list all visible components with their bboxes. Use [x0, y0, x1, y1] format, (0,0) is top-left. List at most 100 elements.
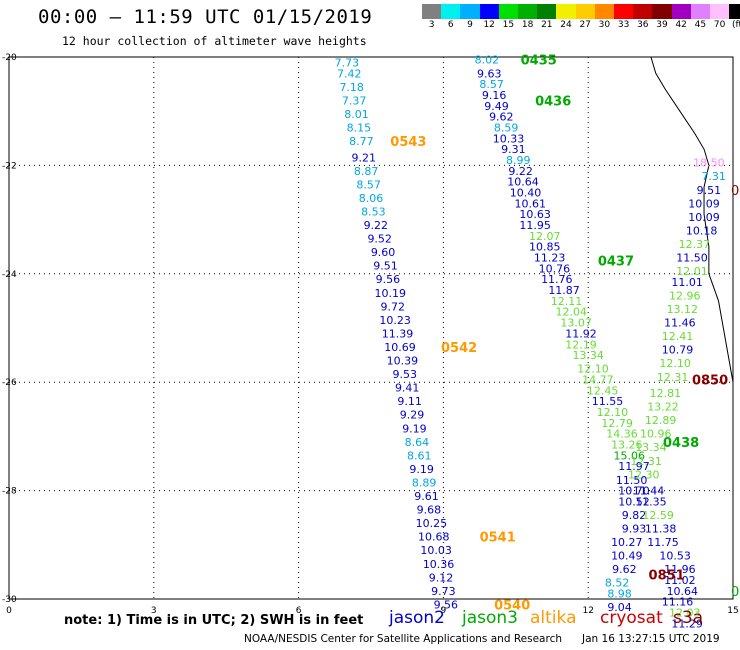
swh-value: 8.06	[359, 192, 384, 205]
pass-time-label: 0542	[441, 341, 477, 356]
swh-value: 10.40	[510, 187, 542, 200]
legend-swatch-label: 9	[467, 20, 473, 30]
swh-value: 7.18	[339, 81, 364, 94]
legend-s3a: s3a	[673, 608, 704, 628]
swh-value: 11.01	[671, 276, 703, 289]
swh-value: 10.33	[493, 132, 525, 145]
swh-value: 8.64	[405, 436, 430, 449]
swh-value: 9.53	[393, 368, 418, 381]
swh-value: 10.63	[519, 208, 551, 221]
swh-value: 9.12	[429, 571, 454, 584]
swh-value: 9.11	[397, 395, 422, 408]
swh-value: 8.15	[347, 121, 372, 134]
pass-time-label: 0850	[692, 373, 728, 388]
swh-value: 9.16	[482, 89, 507, 102]
swh-value: 9.22	[508, 165, 533, 178]
swh-value: 11.38	[645, 523, 677, 536]
swh-value: 13.12	[667, 303, 699, 316]
legend-swatch-label: 18	[521, 20, 534, 30]
swh-value: 9.19	[402, 422, 427, 435]
swh-value: 11.75	[647, 536, 679, 549]
legend-swatch	[518, 4, 538, 19]
y-tick-label: -20	[2, 53, 17, 63]
swh-value: 8.59	[494, 121, 519, 134]
swh-value: 9.62	[489, 111, 514, 124]
legend-swatch	[633, 4, 653, 19]
swh-value: 10.85	[529, 241, 561, 254]
swh-value: 12.96	[669, 289, 701, 302]
y-tick-label: -28	[2, 487, 17, 497]
swh-value: 12.45	[587, 384, 619, 397]
swh-value: 12.79	[601, 417, 633, 430]
pass-time-label: 0435	[521, 54, 557, 69]
swh-value: 12.31	[630, 455, 662, 468]
swh-value: 9.41	[395, 382, 420, 395]
legend-cryosat: cryosat	[600, 608, 663, 628]
swh-value: 9.82	[622, 509, 647, 522]
pass-time-label: 0438	[663, 436, 699, 451]
legend-swatch	[498, 4, 518, 19]
swh-value: 9.19	[409, 463, 434, 476]
swh-value: 9.31	[501, 143, 526, 156]
swh-value: 8.89	[412, 476, 437, 489]
legend-altika: altika	[530, 608, 577, 628]
swh-value: 9.51	[697, 184, 722, 197]
swh-value: 11.76	[541, 273, 573, 286]
swh-value: 9.21	[352, 151, 377, 164]
swh-value: 9.52	[367, 233, 392, 246]
swh-value: 9.68	[417, 504, 442, 517]
legend-swatch	[690, 4, 710, 19]
legend-swatch-label: 39	[656, 20, 668, 30]
swh-value: 9.29	[400, 409, 425, 422]
swh-value: 9.73	[431, 585, 456, 598]
swh-value: 9.49	[484, 100, 509, 113]
swh-value: 8.98	[607, 588, 632, 601]
swh-value: 9.56	[376, 273, 401, 286]
legend-swatch	[460, 4, 480, 19]
swh-value: 12.10	[597, 406, 629, 419]
swh-value: 9.63	[477, 67, 502, 80]
swh-value: 13.34	[635, 441, 667, 454]
swh-value: 10.25	[416, 517, 448, 530]
legend-swatch	[652, 4, 672, 19]
legend-swatch	[441, 4, 461, 19]
swh-value: 9.93	[622, 523, 647, 536]
credit-line: NOAA/NESDIS Center for Satellite Applica…	[244, 633, 562, 645]
swh-value: 11.95	[519, 219, 551, 232]
swh-value: 10.64	[507, 176, 539, 189]
swh-value: 10.19	[375, 287, 407, 300]
swh-value: 11.23	[534, 252, 566, 265]
legend-swatch-label: 6	[447, 20, 454, 30]
swh-value: 9.60	[371, 246, 396, 259]
swh-value: 10.79	[662, 344, 694, 357]
swh-value: 12.30	[628, 468, 660, 481]
legend-swatch	[556, 4, 576, 19]
timestamp: Jan 16 13:27:15 UTC 2019	[582, 633, 720, 645]
map-title: 00:00 — 11:59 UTC 01/15/2019	[38, 6, 373, 28]
legend-swatch	[575, 4, 595, 19]
swh-value: 12.59	[642, 509, 674, 522]
swh-value: 12.11	[551, 295, 583, 308]
legend-swatch-label: 36	[637, 20, 649, 30]
x-tick-label: 15	[727, 606, 738, 616]
swh-value: 8.77	[349, 135, 374, 148]
swh-value: 7.37	[342, 94, 367, 107]
swh-value: 8.52	[605, 577, 630, 590]
legend-swatch	[729, 4, 740, 19]
y-tick-label: -22	[2, 161, 17, 171]
map-subtitle: 12 hour collection of altimeter wave hei…	[62, 34, 367, 48]
legend-swatch	[614, 4, 634, 19]
swh-value: 10.18	[686, 224, 718, 237]
swh-value: 8.53	[361, 205, 386, 218]
swh-value: 9.04	[607, 601, 632, 614]
swh-value: 12.81	[650, 387, 682, 400]
swh-value: 12.41	[662, 330, 694, 343]
swh-value: 13.34	[572, 349, 604, 362]
swh-value: 13.07	[560, 317, 592, 330]
swh-value: 12.19	[565, 338, 597, 351]
legend-swatch-label: 42	[675, 20, 687, 30]
swh-value: 12.10	[577, 363, 609, 376]
swh-value: 9.51	[373, 260, 398, 273]
pass-time-label: 0540	[494, 598, 530, 613]
